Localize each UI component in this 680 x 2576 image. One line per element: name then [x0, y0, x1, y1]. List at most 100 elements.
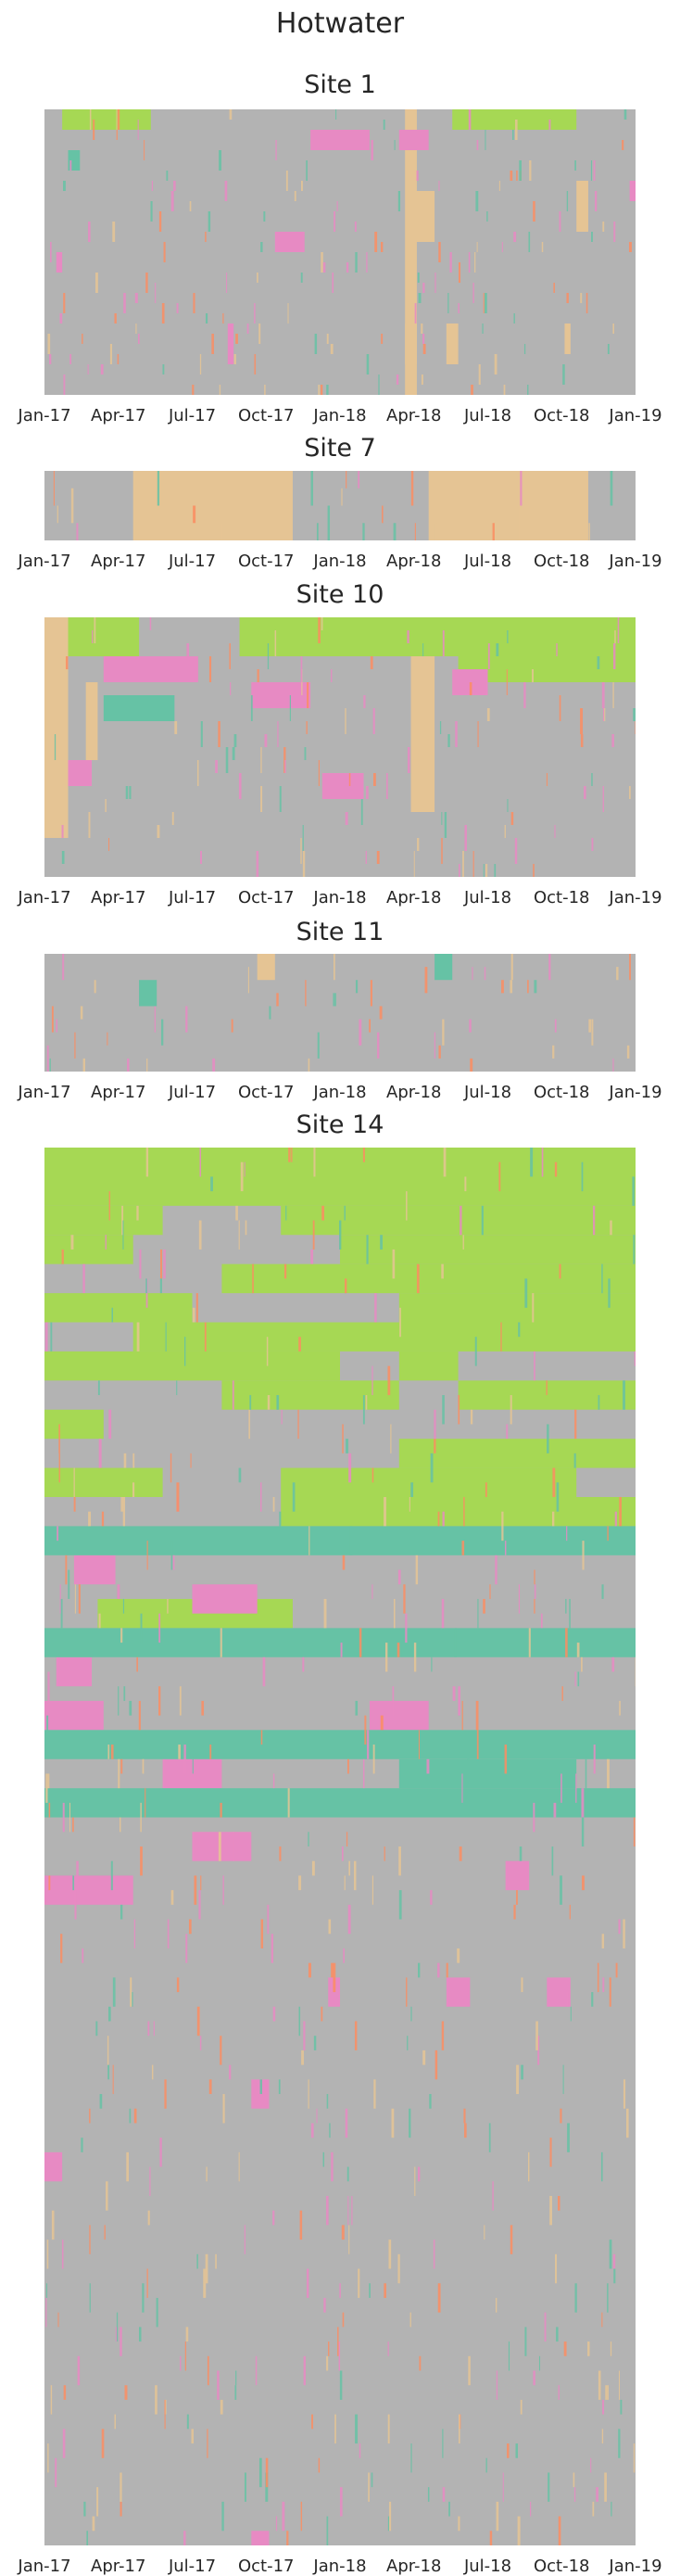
heatmap-stripe [397, 2254, 399, 2283]
heatmap-stripe [167, 1599, 168, 1614]
heatmap-stripe [107, 2065, 109, 2080]
heatmap-stripe [109, 1191, 110, 1220]
heatmap-stripe [226, 747, 229, 773]
heatmap-stripe [260, 786, 262, 812]
x-tick-label: Jan-19 [609, 406, 661, 425]
heatmap-cell-block [429, 471, 588, 540]
heatmap-stripe [595, 191, 597, 211]
heatmap-stripe [211, 334, 214, 354]
heatmap-stripe [484, 864, 485, 877]
heatmap-stripe [264, 734, 267, 747]
heatmap-stripe [108, 838, 109, 851]
heatmap-stripe [461, 1541, 464, 1555]
heatmap-stripe [222, 1875, 223, 1904]
heatmap-stripe [524, 2327, 526, 2355]
heatmap-stripe [268, 1395, 271, 1410]
heatmap-stripe [209, 1745, 211, 1759]
heatmap-stripe [185, 2341, 186, 2370]
heatmap-stripe [477, 242, 478, 252]
heatmap-stripe [367, 354, 370, 374]
heatmap-stripe [96, 2487, 98, 2516]
heatmap-stripe [511, 954, 513, 980]
heatmap-stripe [500, 1323, 501, 1351]
heatmap-stripe [560, 1875, 562, 1904]
heatmap-stripe [180, 1686, 182, 1715]
heatmap-stripe [111, 1861, 113, 1890]
heatmap-stripe [485, 864, 487, 877]
heatmap-stripe [566, 1526, 567, 1541]
x-tick-label: Apr-18 [386, 552, 441, 571]
heatmap-stripe [410, 1482, 413, 1497]
heatmap-stripe [539, 2356, 540, 2371]
heatmap-cell-block [44, 1148, 636, 1206]
heatmap-stripe [323, 2152, 324, 2167]
heatmap-stripe [503, 2472, 504, 2501]
heatmap-stripe [598, 656, 600, 669]
heatmap-stripe [545, 2313, 547, 2341]
x-tick-label: Jul-17 [169, 2557, 216, 2576]
heatmap-stripe [118, 109, 120, 130]
heatmap-stripe [209, 2079, 212, 2094]
x-tick-label: Jan-17 [18, 888, 70, 907]
heatmap-stripe [222, 313, 223, 324]
heatmap-cell-block [411, 191, 435, 242]
heatmap-stripe [527, 980, 529, 993]
heatmap-stripe [161, 1020, 163, 1046]
heatmap-stripe [55, 734, 56, 760]
heatmap-stripe [592, 838, 594, 851]
heatmap-stripe [346, 2109, 348, 2138]
heatmap-stripe [627, 1046, 629, 1059]
heatmap-stripe [386, 773, 388, 799]
heatmap-stripe [591, 773, 593, 786]
heatmap-stripe [369, 2283, 371, 2298]
heatmap-stripe [592, 2502, 594, 2517]
heatmap-stripe [144, 140, 145, 160]
heatmap-stripe [139, 2327, 141, 2341]
heatmap-stripe [150, 617, 152, 630]
heatmap-stripe [107, 2036, 108, 2064]
heatmap-stripe [488, 643, 490, 669]
heatmap-stripe [528, 2152, 529, 2181]
heatmap-stripe [603, 786, 604, 812]
heatmap-canvas [44, 109, 636, 395]
heatmap-stripe [492, 2181, 493, 2210]
heatmap-stripe [173, 181, 176, 191]
x-tick-label: Oct-17 [238, 1083, 295, 1102]
heatmap-stripe [612, 324, 614, 334]
heatmap-cell-block [44, 1206, 163, 1235]
heatmap-stripe [290, 695, 291, 721]
heatmap-stripe [205, 1323, 207, 1351]
heatmap-stripe [347, 1759, 349, 1774]
heatmap-stripe [192, 385, 194, 395]
heatmap-stripe [234, 734, 237, 747]
heatmap-stripe [69, 1803, 70, 1832]
heatmap-stripe [467, 1745, 469, 1759]
heatmap-stripe [177, 303, 179, 313]
heatmap-stripe [129, 1701, 132, 1716]
heatmap-stripe [95, 273, 98, 293]
heatmap-stripe [60, 1934, 62, 1962]
heatmap-stripe [309, 1059, 310, 1072]
heatmap-stripe [569, 1599, 571, 1628]
heatmap-stripe [50, 242, 52, 262]
heatmap-stripe [326, 2196, 329, 2225]
heatmap-stripe [359, 1020, 361, 1046]
heatmap-stripe [83, 1059, 85, 1072]
heatmap-stripe [407, 262, 409, 283]
heatmap-stripe [66, 656, 68, 669]
heatmap-stripe [276, 993, 278, 1006]
heatmap-stripe [486, 211, 487, 222]
heatmap-stripe [435, 523, 437, 540]
heatmap-stripe [81, 2138, 82, 2152]
heatmap-stripe [107, 1745, 109, 1759]
heatmap-stripe [403, 1584, 405, 1613]
heatmap-stripe [528, 232, 530, 252]
x-tick-label: Jul-18 [464, 406, 511, 425]
heatmap-stripe [269, 1006, 271, 1019]
heatmap-stripe [59, 1453, 60, 1482]
heatmap-stripe [469, 252, 471, 273]
heatmap-stripe [335, 109, 336, 120]
heatmap-stripe [619, 2371, 620, 2400]
panel-title: Site 11 [0, 918, 680, 946]
heatmap-stripe [410, 2443, 411, 2472]
